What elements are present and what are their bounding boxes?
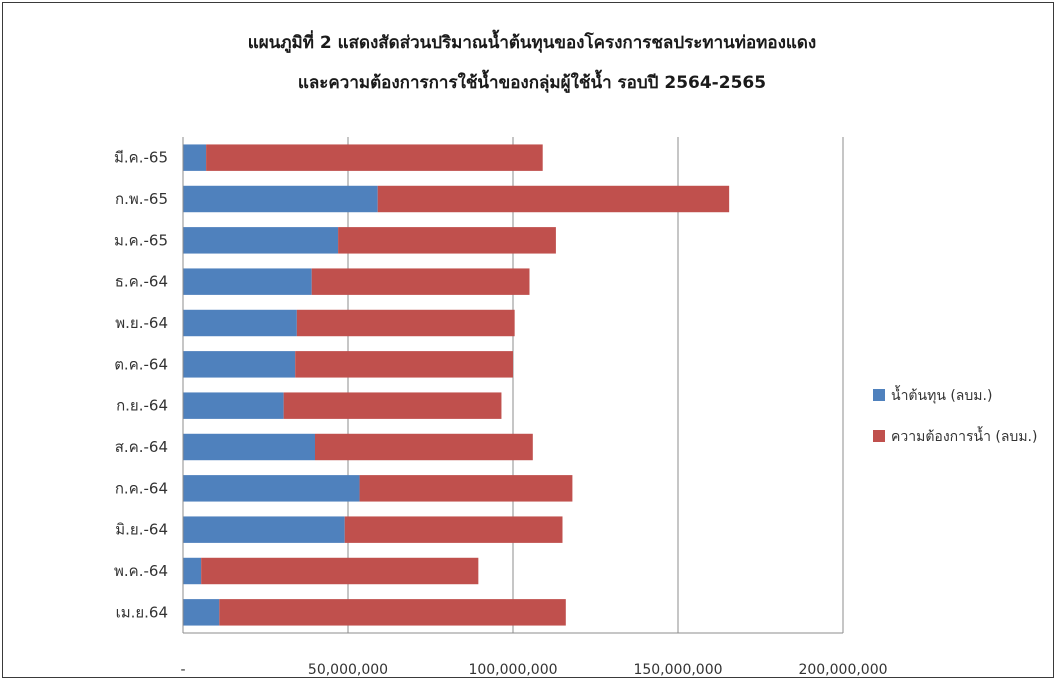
bar-water-demand bbox=[296, 309, 515, 337]
bar-source-water bbox=[183, 392, 284, 419]
bar-source-water bbox=[183, 144, 207, 171]
bar-water-demand bbox=[201, 557, 479, 585]
category-label: ม.ค.-65 bbox=[114, 231, 168, 249]
bar-water-demand bbox=[338, 227, 556, 254]
category-label: มี.ค.-65 bbox=[114, 149, 168, 167]
category-label: พ.ค.-64 bbox=[114, 562, 168, 580]
x-tick-label: 100,000,000 bbox=[468, 662, 557, 678]
bars bbox=[183, 144, 730, 626]
bar-source-water bbox=[183, 309, 297, 337]
bar-source-water bbox=[183, 516, 345, 543]
bar-water-demand bbox=[219, 599, 566, 626]
bar-source-water bbox=[183, 351, 296, 378]
chart-title-line-1: แผนภูมิที่ 2 แสดงสัดส่วนปริมาณน้ำต้นทุนข… bbox=[248, 29, 816, 54]
legend-swatch bbox=[873, 430, 885, 442]
gridlines bbox=[347, 137, 844, 633]
category-label: ก.พ.-65 bbox=[115, 190, 168, 208]
legend-label: น้ำต้นทุน (ลบม.) bbox=[891, 385, 992, 404]
category-labels: มี.ค.-65 ก.พ.-65 ม.ค.-65 ธ.ค.-64 พ.ย.-64 ต.ค.… bbox=[114, 149, 168, 622]
bar-water-demand bbox=[377, 185, 730, 213]
bar-source-water bbox=[183, 475, 360, 502]
bar-source-water bbox=[183, 268, 312, 295]
bar-source-water bbox=[183, 227, 339, 254]
x-tick-labels: - 50,000,000 100,000,000 150,000,000 200,000… bbox=[180, 662, 887, 678]
bar-source-water bbox=[183, 433, 315, 461]
legend-swatch bbox=[873, 389, 885, 401]
bar-water-demand bbox=[315, 433, 533, 461]
category-label: ส.ค.-64 bbox=[115, 438, 168, 456]
bar-water-demand bbox=[283, 392, 502, 419]
category-label: พ.ย.-64 bbox=[115, 314, 168, 332]
chart-title-line-2: และความต้องการการใช้น้ำของกลุ่มผู้ใช้น้ำ… bbox=[298, 69, 766, 94]
legend-label: ความต้องการน้ำ (ลบม.) bbox=[891, 426, 1037, 445]
chart-title: แผนภูมิที่ 2 แสดงสัดส่วนปริมาณน้ำต้นทุนข… bbox=[248, 29, 816, 94]
bar-water-demand bbox=[311, 268, 530, 295]
x-tick-label: 150,000,000 bbox=[633, 662, 722, 678]
bar-water-demand bbox=[295, 351, 513, 378]
bar-source-water bbox=[183, 557, 202, 585]
bar-water-demand bbox=[344, 516, 563, 543]
category-label: มิ.ย.-64 bbox=[115, 521, 168, 539]
category-label: ก.ค.-64 bbox=[115, 479, 168, 497]
category-label: เม.ย.64 bbox=[116, 603, 168, 621]
x-tick-label: - bbox=[180, 662, 185, 678]
x-tick-label: 200,000,000 bbox=[798, 662, 887, 678]
bar-source-water bbox=[183, 599, 220, 626]
bar-water-demand bbox=[359, 475, 573, 502]
legend: น้ำต้นทุน (ลบม.) ความต้องการน้ำ (ลบม.) bbox=[873, 385, 1037, 445]
category-label: ต.ค.-64 bbox=[114, 355, 168, 373]
category-label: ธ.ค.-64 bbox=[115, 273, 168, 291]
bar-water-demand bbox=[206, 144, 543, 171]
axes bbox=[182, 137, 843, 634]
bar-source-water bbox=[183, 185, 378, 213]
category-label: ก.ย.-64 bbox=[116, 397, 168, 415]
x-tick-label: 50,000,000 bbox=[308, 662, 388, 678]
